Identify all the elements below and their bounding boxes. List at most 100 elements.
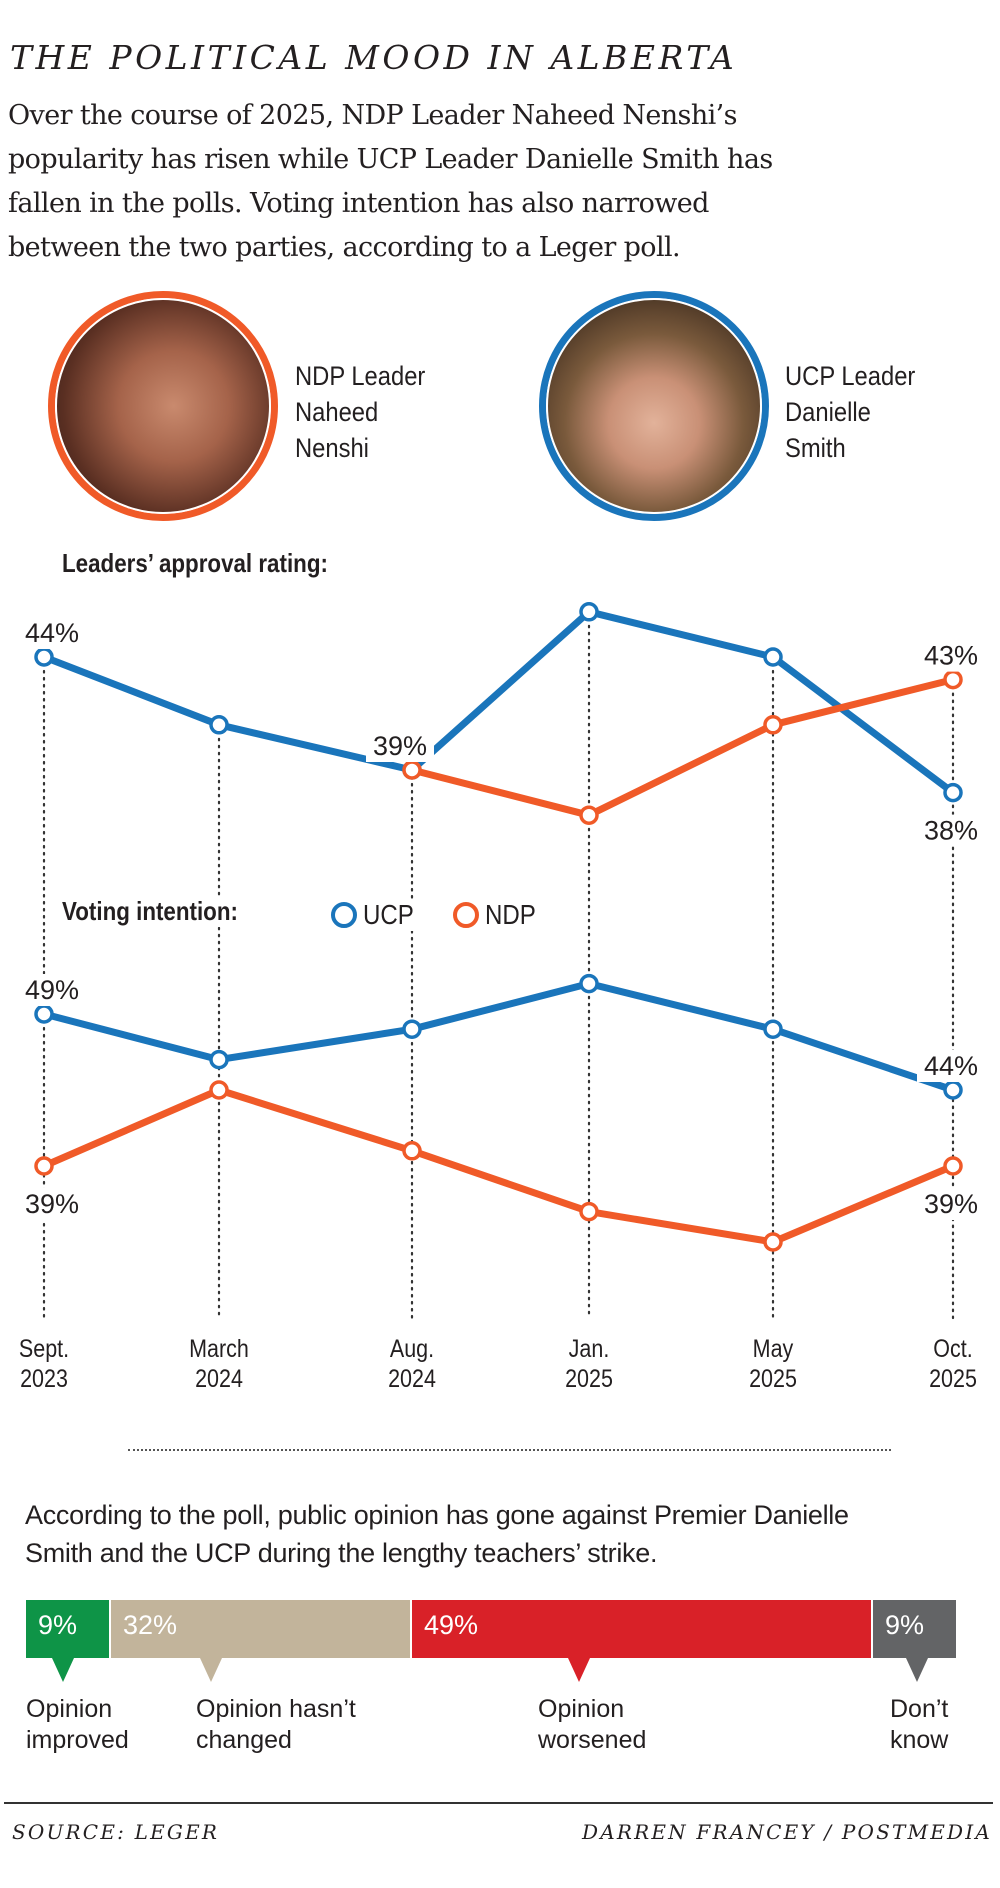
- data-label-background: [366, 730, 434, 762]
- x-axis-tick-line: 2025: [565, 1365, 613, 1393]
- data-label: 39%: [25, 1189, 79, 1219]
- data-point-marker: [402, 1019, 422, 1039]
- leader-label-line: Smith: [785, 433, 846, 463]
- data-point-marker: [943, 669, 963, 690]
- data-label-background: [18, 617, 86, 649]
- bar-segment-caption: Opinion hasn’t changed: [196, 1694, 356, 1756]
- line-charts: 44% 39% 43% 38% 49% 39% 44% 39%: [18, 602, 985, 1320]
- data-label: 39%: [924, 1189, 978, 1219]
- ucp-circle-icon: [331, 902, 357, 928]
- author-credit: DARREN FRANCEY / POSTMEDIA: [581, 1820, 992, 1844]
- x-axis-tick-label: March 2024: [176, 1334, 262, 1394]
- caption-line: changed: [196, 1726, 292, 1754]
- legend-label: UCP: [363, 899, 414, 930]
- data-point-marker: [943, 1080, 963, 1100]
- data-point-marker: [209, 1049, 229, 1070]
- bar-segment-dont-know: 9%: [873, 1600, 956, 1658]
- portrait-photo: [546, 298, 762, 514]
- data-point-marker: [34, 647, 54, 667]
- x-axis-tick-label: Sept. 2023: [1, 1334, 87, 1394]
- data-label: 49%: [25, 975, 79, 1005]
- leader-label-line: Naheed: [295, 397, 379, 427]
- data-point-marker: [579, 973, 599, 994]
- bar-segment-value: 9%: [885, 1610, 925, 1640]
- smith-portrait: [539, 291, 769, 521]
- strike-description-line: According to the poll, public opinion ha…: [25, 1500, 849, 1530]
- data-point-marker: [209, 1080, 229, 1100]
- data-label: 44%: [25, 618, 79, 648]
- data-point-marker: [34, 1156, 54, 1176]
- x-axis-tick-line: 2025: [929, 1365, 977, 1393]
- portrait-photo: [55, 298, 271, 514]
- data-point-marker: [943, 1156, 963, 1176]
- intro-line: Over the course of 2025, NDP Leader Nahe…: [8, 100, 737, 131]
- voting-ndpline: [42, 1086, 955, 1246]
- caption-line: know: [890, 1726, 949, 1754]
- voting-chart-title: Voting intention:: [62, 896, 244, 927]
- strike-description-line: Smith and the UCP during the lengthy tea…: [25, 1538, 658, 1568]
- x-axis-tick-label: Aug. 2024: [369, 1334, 455, 1394]
- x-axis-tick-line: 2024: [195, 1365, 243, 1393]
- data-label: 44%: [924, 1051, 978, 1081]
- leader-label-line: Danielle: [785, 397, 871, 427]
- caption-line: Don’t: [890, 1695, 949, 1723]
- approval-naheed-nenshi-ndp-line: [411, 676, 954, 819]
- pointer-triangle-icon: [568, 1658, 590, 1682]
- data-point-marker: [209, 715, 229, 735]
- x-axis-tick-line: 2025: [749, 1365, 797, 1393]
- footer-rule: [4, 1802, 993, 1804]
- x-axis-tick-line: Jan.: [568, 1335, 610, 1363]
- leader-label-line: Nenshi: [295, 433, 369, 463]
- data-point-marker: [579, 602, 599, 622]
- data-point-marker: [763, 1232, 783, 1252]
- x-axis-tick-line: Aug.: [389, 1335, 435, 1363]
- legend-item-ndp: NDP: [453, 899, 545, 931]
- ndp-circle-icon: [453, 902, 479, 928]
- caption-line: Opinion: [538, 1695, 625, 1723]
- data-point-marker: [579, 1201, 599, 1222]
- bar-segment-improved: 9%: [26, 1600, 109, 1658]
- x-axis-tick-line: May: [752, 1335, 794, 1363]
- data-label-background: [917, 1188, 985, 1220]
- leader-label-line: UCP Leader: [785, 361, 916, 391]
- strike-description: According to the poll, public opinion ha…: [25, 1496, 849, 1572]
- bar-segment-value: 49%: [424, 1610, 479, 1640]
- data-label-background: [917, 1050, 985, 1082]
- data-label: 43%: [924, 641, 978, 671]
- data-label-background: [18, 1188, 86, 1220]
- bar-segment-unchanged: 32%: [111, 1600, 410, 1658]
- source-credit: SOURCE: LEGER: [12, 1820, 220, 1844]
- x-axis-tick-line: Oct.: [933, 1335, 973, 1363]
- nenshi-label: NDP Leader Naheed Nenshi: [295, 358, 425, 466]
- data-point-marker: [402, 760, 422, 780]
- caption-line: improved: [26, 1726, 129, 1754]
- bar-segment-caption: Opinion worsened: [538, 1694, 646, 1756]
- data-point-marker: [763, 647, 783, 667]
- bar-segment-caption: Opinion improved: [26, 1694, 129, 1756]
- data-point-marker: [579, 805, 599, 825]
- graphic-title: THE POLITICAL MOOD IN ALBERTA: [10, 38, 738, 77]
- data-point-marker: [402, 1141, 422, 1161]
- intro-line: fallen in the polls. Voting intention ha…: [8, 188, 709, 219]
- x-axis-tick-label: May 2025: [730, 1334, 816, 1394]
- data-label-background: [917, 814, 985, 847]
- bar-segment-value: 32%: [123, 1610, 178, 1640]
- pointer-triangle-icon: [200, 1658, 222, 1682]
- x-axis-tick-line: 2024: [388, 1365, 436, 1393]
- bar-segment-caption: Don’t know: [890, 1694, 948, 1756]
- leader-label-line: NDP Leader: [295, 361, 426, 391]
- approval-danielle-smith-ucp-line: [42, 608, 956, 796]
- data-point-marker: [34, 1004, 54, 1024]
- caption-line: Opinion hasn’t: [196, 1695, 356, 1723]
- data-label-background: [18, 974, 86, 1006]
- data-label: 38%: [924, 816, 978, 846]
- intro-line: between the two parties, according to a …: [8, 232, 681, 263]
- pointer-triangle-icon: [52, 1658, 74, 1682]
- bar-segment-value: 9%: [38, 1610, 78, 1640]
- legend-label: NDP: [485, 899, 536, 930]
- intro-text: Over the course of 2025, NDP Leader Nahe…: [8, 94, 998, 270]
- x-axis-tick-label: Oct. 2025: [910, 1334, 996, 1394]
- caption-line: Opinion: [26, 1695, 113, 1723]
- data-point-marker: [763, 715, 783, 735]
- pointer-triangle-icon: [906, 1658, 928, 1682]
